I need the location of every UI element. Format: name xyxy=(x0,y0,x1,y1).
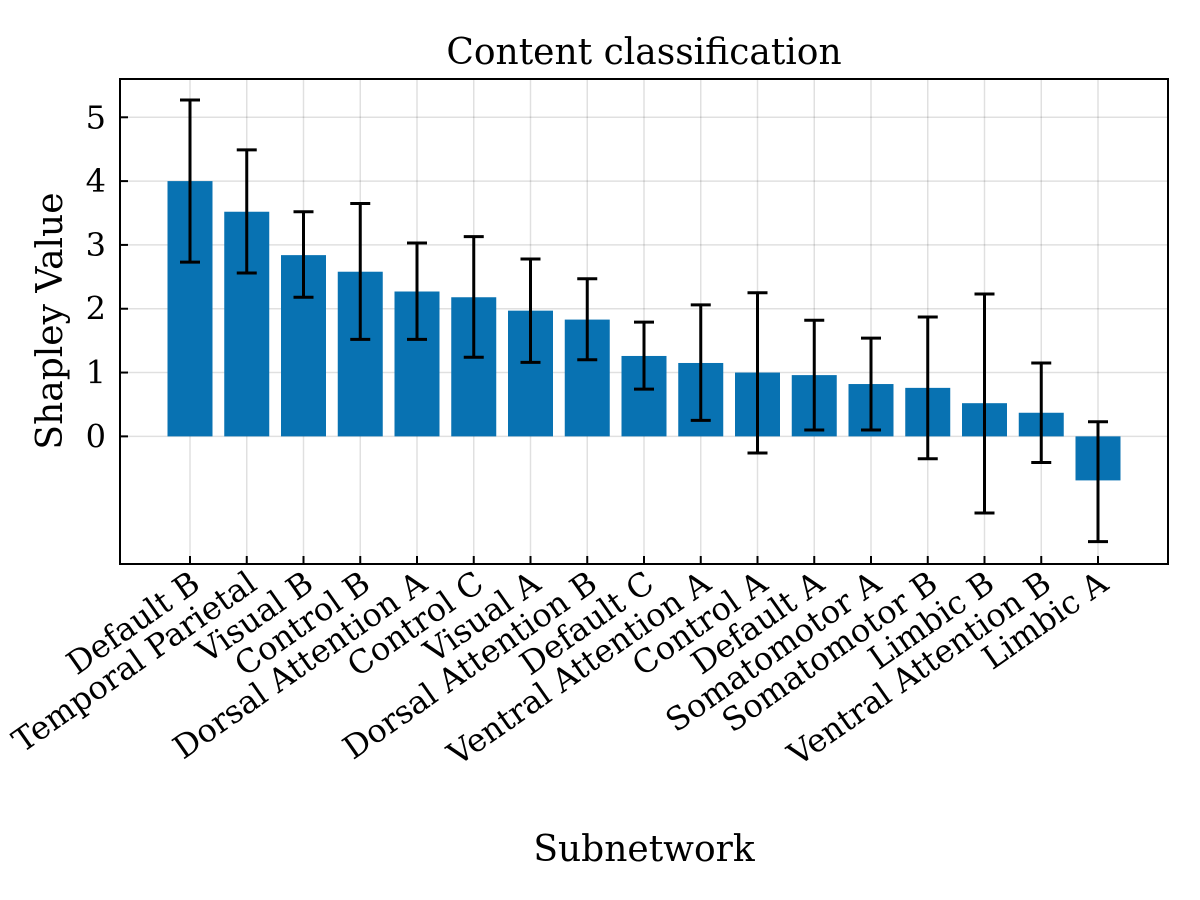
y-tick-label: 5 xyxy=(86,98,106,136)
error-bar xyxy=(861,336,881,432)
error-bar xyxy=(577,277,598,362)
chart-title: Content classification xyxy=(446,32,841,73)
error-bar-layer xyxy=(180,98,1108,544)
error-bar xyxy=(1088,420,1108,544)
x-axis-label: Subnetwork xyxy=(533,829,756,870)
error-bar xyxy=(350,201,371,341)
error-bar xyxy=(804,318,825,432)
y-tick-label: 3 xyxy=(86,226,106,264)
y-tick-label: 2 xyxy=(86,290,106,328)
y-axis-label: Shapley Value xyxy=(30,192,71,449)
y-tick-label: 1 xyxy=(86,354,106,392)
error-bar xyxy=(634,320,654,391)
error-bar xyxy=(690,303,711,422)
y-tick-label: 4 xyxy=(86,162,106,200)
error-bar xyxy=(293,210,314,299)
error-bar xyxy=(463,235,484,359)
error-bar xyxy=(747,291,768,455)
y-axis-ticks: 0 1 2 3 4 5 xyxy=(86,98,128,455)
error-bar xyxy=(974,292,995,515)
error-bar xyxy=(236,148,257,275)
error-bar xyxy=(917,315,938,461)
y-tick-label: 0 xyxy=(86,417,106,455)
error-bar xyxy=(180,98,200,264)
error-bar xyxy=(1031,361,1052,465)
error-bar xyxy=(520,257,541,364)
error-bar xyxy=(407,241,427,341)
